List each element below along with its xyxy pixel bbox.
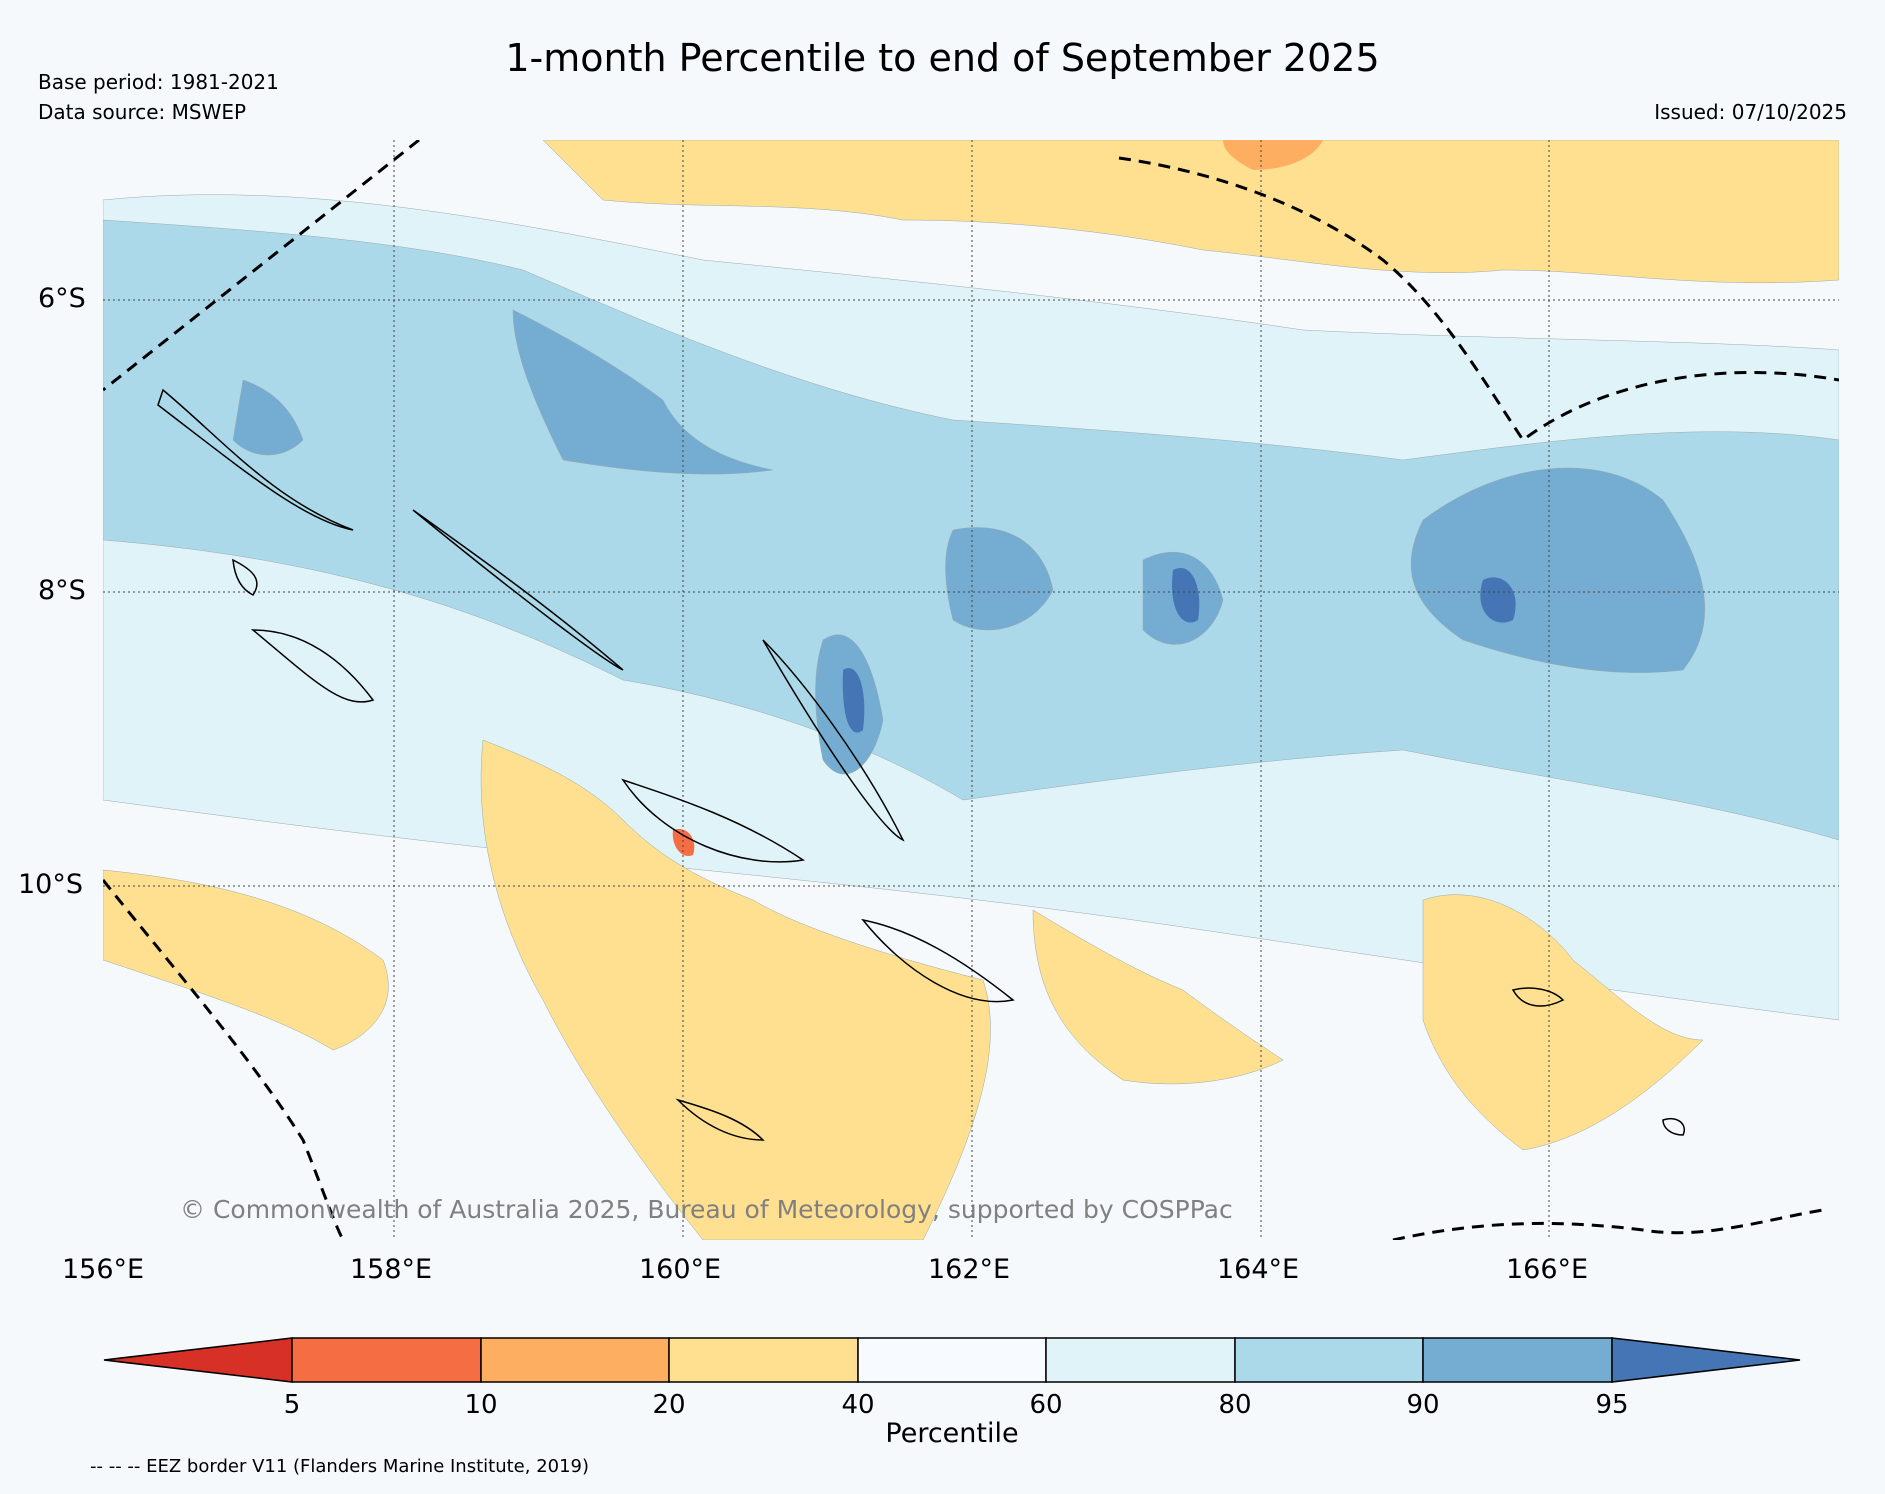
percentile-map <box>103 140 1839 1240</box>
contour-20-40-north <box>542 140 1839 284</box>
lon-label-156e: 156°E <box>62 1254 145 1285</box>
colorbar-title: Percentile <box>885 1418 1019 1449</box>
colorbar-extend-low <box>103 1337 293 1383</box>
coastlines <box>157 388 1685 1141</box>
contour-20-40-sw <box>103 869 389 1051</box>
data-source: Data source: MSWEP <box>38 100 247 124</box>
contour-90-95-c <box>945 527 1054 631</box>
lon-label-164e: 164°E <box>1217 1254 1300 1285</box>
contour-95-plus-c <box>842 668 865 733</box>
colorbar-tick-60: 60 <box>1029 1390 1063 1420</box>
colorbar-tick-80: 80 <box>1218 1390 1252 1420</box>
lat-label-8s: 8°S <box>38 575 86 606</box>
contour-95-plus-a <box>1172 568 1200 623</box>
contour-10-20-b <box>672 829 695 856</box>
base-period: Base period: 1981-2021 <box>38 70 279 94</box>
lat-label-6s: 6°S <box>38 283 86 314</box>
colorbar-segment-80-90 <box>1234 1337 1424 1383</box>
colorbar-tick-20: 20 <box>652 1390 686 1420</box>
colorbar-tick-95: 95 <box>1595 1390 1629 1420</box>
colorbar-segment-40-60 <box>857 1337 1047 1383</box>
colorbar-extend-high <box>1611 1337 1801 1383</box>
colorbar-segment-10-20 <box>480 1337 670 1383</box>
lat-label-10s: 10°S <box>18 869 83 900</box>
colorbar-tick-40: 40 <box>841 1390 875 1420</box>
colorbar <box>103 1337 1801 1383</box>
contour-95-plus-b <box>1480 577 1516 623</box>
contour-20-40-center <box>480 739 991 1240</box>
issued-date: Issued: 07/10/2025 <box>1654 100 1847 124</box>
lon-label-158e: 158°E <box>350 1254 433 1285</box>
graticule <box>103 140 1839 1240</box>
colorbar-segment-90-95 <box>1422 1337 1613 1383</box>
contour-20-40-east <box>1422 894 1704 1151</box>
lon-label-162e: 162°E <box>928 1254 1011 1285</box>
contour-90-95-b <box>232 379 304 456</box>
contour-20-40-mid <box>1032 909 1284 1085</box>
contour-10-20-a <box>1223 140 1323 170</box>
contour-90-95-a <box>512 309 774 475</box>
lon-label-160e: 160°E <box>639 1254 722 1285</box>
colorbar-tick-10: 10 <box>464 1390 498 1420</box>
map-title: 1-month Percentile to end of September 2… <box>505 36 1380 80</box>
colorbar-segment-20-40 <box>668 1337 859 1383</box>
colorbar-tick-90: 90 <box>1406 1390 1440 1420</box>
colorbar-segment-5-10 <box>291 1337 482 1383</box>
lon-label-166e: 166°E <box>1506 1254 1589 1285</box>
colorbar-segment-60-80 <box>1045 1337 1236 1383</box>
map-canvas <box>103 140 1839 1240</box>
eez-footnote: -- -- -- EEZ border V11 (Flanders Marine… <box>90 1456 590 1477</box>
eez-borders <box>103 140 1839 1240</box>
colorbar-tick-5: 5 <box>283 1390 301 1420</box>
contour-90-95-e <box>1410 467 1706 673</box>
copyright-notice: © Commonwealth of Australia 2025, Bureau… <box>180 1195 1233 1224</box>
